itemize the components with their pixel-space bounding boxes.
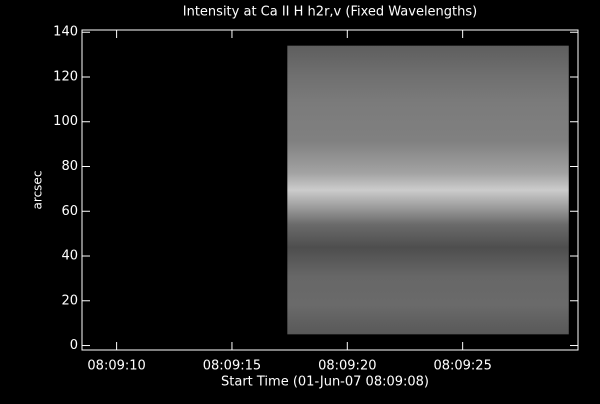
x-tick-label: 08:09:15 — [203, 359, 261, 374]
y-tick-label: 60 — [61, 204, 78, 219]
y-tick-label: 80 — [61, 159, 78, 174]
y-tick-label: 20 — [61, 293, 78, 308]
y-tick-label: 100 — [53, 114, 78, 129]
y-axis-label: arcsec — [31, 171, 45, 210]
x-tick-label: 08:09:25 — [433, 359, 491, 374]
y-tick-label: 0 — [70, 338, 78, 353]
x-axis-label: Start Time (01-Jun-07 08:09:08) — [221, 375, 429, 390]
intensity-image — [287, 45, 569, 335]
x-tick-label: 08:09:20 — [318, 359, 376, 374]
chart-title: Intensity at Ca II H h2r,v (Fixed Wavele… — [183, 5, 477, 20]
y-tick-label: 40 — [61, 249, 78, 264]
plot-frame — [81, 29, 579, 351]
y-tick-label: 140 — [53, 25, 78, 40]
x-tick-label: 08:09:10 — [87, 359, 145, 374]
y-tick-label: 120 — [53, 69, 78, 84]
